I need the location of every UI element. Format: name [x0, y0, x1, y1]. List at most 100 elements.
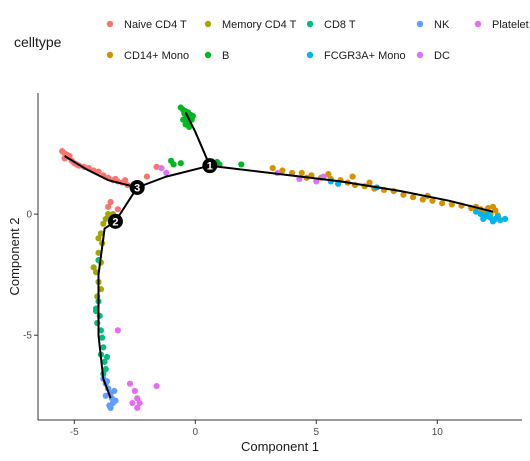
branch-point-marker — [202, 158, 218, 174]
scatter-points — [59, 104, 509, 411]
trajectory-line — [184, 111, 211, 167]
x-axis-title: Component 1 — [241, 439, 319, 454]
data-point — [163, 169, 170, 177]
y-tick-label: 0 — [26, 210, 32, 221]
data-point — [114, 206, 121, 213]
data-point — [485, 211, 492, 218]
legend-label: Platelet — [492, 19, 529, 31]
data-point — [143, 173, 150, 180]
branch-point-label: 1 — [207, 161, 213, 173]
data-point — [114, 327, 121, 334]
data-point — [102, 392, 109, 399]
data-point — [238, 161, 245, 168]
data-point — [279, 167, 286, 174]
data-point — [100, 344, 107, 351]
data-point — [419, 196, 426, 203]
x-tick-label: 0 — [193, 427, 199, 438]
data-point — [489, 218, 497, 225]
branch-point-2: 2 — [107, 213, 123, 229]
legend-key-dot — [474, 20, 482, 28]
x-tick-label: 10 — [432, 427, 444, 438]
data-point — [472, 208, 480, 215]
data-point — [134, 395, 141, 402]
data-point — [349, 173, 356, 180]
data-point — [112, 175, 119, 183]
legend-label: FCGR3A+ Mono — [324, 50, 406, 62]
data-point — [269, 164, 276, 172]
legend-entry: DC — [416, 50, 450, 62]
data-point — [105, 211, 112, 218]
branch-point-marker — [107, 213, 123, 229]
trajectory-line — [97, 220, 116, 399]
legend-label: CD8 T — [324, 19, 356, 31]
legend-key-dot — [306, 20, 314, 28]
data-point — [107, 198, 114, 206]
data-point — [95, 235, 102, 242]
data-point — [134, 404, 141, 411]
legend-key-dot — [106, 51, 114, 59]
data-point — [95, 249, 102, 256]
data-point — [186, 123, 193, 131]
series-b — [168, 104, 245, 168]
x-tick-label: -5 — [70, 427, 79, 438]
branch-point-marker — [129, 179, 145, 195]
data-point — [90, 264, 97, 271]
data-point — [501, 215, 509, 223]
legend-label: NK — [434, 19, 450, 31]
legend-entry: NK — [416, 19, 450, 31]
legend-label: CD14+ Mono — [124, 50, 189, 62]
data-point — [131, 387, 138, 395]
branch-points: 1 2 3 — [107, 158, 218, 229]
data-point — [153, 163, 160, 170]
data-point — [366, 179, 373, 186]
legend-key-dot — [416, 20, 424, 28]
data-point — [99, 334, 106, 341]
legend-entry: Naive CD4 T — [106, 19, 187, 31]
legend-key-dot — [204, 20, 212, 28]
legend-entry: FCGR3A+ Mono — [306, 50, 406, 62]
data-point — [136, 399, 143, 407]
series-cd14-mono — [269, 164, 501, 219]
legend-label: B — [222, 50, 229, 62]
data-point — [105, 203, 112, 210]
data-point — [313, 178, 320, 185]
y-axis-title: Component 2 — [7, 217, 22, 295]
branch-point-3: 3 — [129, 179, 145, 195]
branch-point-1: 1 — [202, 158, 218, 174]
data-point — [410, 194, 417, 201]
legend-entry: Platelet — [474, 19, 529, 31]
legend: celltype Naive CD4 T Memory CD4 T CD8 T NK P… — [14, 19, 529, 62]
legend-key-dot — [106, 20, 114, 28]
legend-key-dot — [204, 51, 212, 59]
legend-entry: Memory CD4 T — [204, 19, 297, 31]
legend-label: Memory CD4 T — [222, 19, 297, 31]
data-point — [448, 201, 455, 208]
data-point — [97, 230, 105, 237]
legend-label: Naive CD4 T — [124, 19, 187, 31]
branch-point-label: 3 — [134, 182, 140, 194]
data-point — [129, 399, 136, 407]
legend-entry: CD8 T — [306, 19, 356, 31]
trajectory-line — [209, 164, 494, 213]
axis-ticks: -5 0 5 10 -5 0 — [23, 210, 443, 438]
data-point — [439, 200, 446, 207]
data-point — [122, 177, 129, 184]
branch-point-label: 2 — [112, 216, 118, 228]
data-point — [477, 211, 484, 218]
data-point — [180, 116, 187, 123]
data-point — [177, 160, 184, 167]
data-point — [126, 380, 134, 387]
data-point — [100, 220, 107, 227]
data-point — [170, 161, 177, 168]
data-point — [494, 213, 501, 220]
legend-entry: CD14+ Mono — [106, 50, 189, 62]
data-point — [102, 215, 109, 223]
data-point — [429, 197, 436, 204]
x-tick-label: 5 — [314, 427, 320, 438]
data-point — [325, 171, 332, 178]
plot-area: -5 0 5 10 -5 0 1 2 3 — [23, 93, 522, 438]
data-point — [189, 112, 196, 120]
legend-label: DC — [434, 50, 450, 62]
data-point — [112, 397, 119, 404]
